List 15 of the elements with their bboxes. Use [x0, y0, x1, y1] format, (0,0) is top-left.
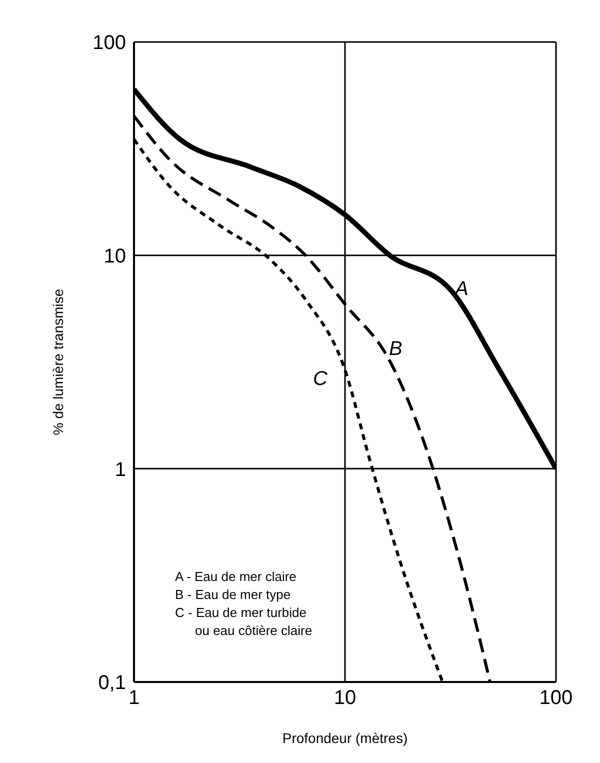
x-tick-label: 1	[128, 687, 140, 710]
y-tick-label: 1	[114, 458, 126, 481]
y-tick-label: 10	[104, 245, 126, 268]
series-label: C	[313, 368, 328, 390]
series-label: B	[389, 338, 402, 360]
y-tick-label: 0,1	[98, 672, 126, 694]
annotation: A - Eau de mer claire	[175, 568, 298, 586]
y-tick-label: 100	[92, 32, 126, 54]
x-tick-label: 10	[334, 687, 356, 710]
annotation: B - Eau de mer type	[175, 586, 292, 604]
y-axis-title: % de lumière transmise	[50, 288, 66, 436]
annotation: C - Eau de mer turbide	[175, 604, 308, 622]
x-axis-title: Profondeur (mètres)	[282, 730, 408, 746]
annotation: ou eau côtière claire	[194, 622, 312, 640]
x-tick-label: 100	[539, 687, 573, 710]
